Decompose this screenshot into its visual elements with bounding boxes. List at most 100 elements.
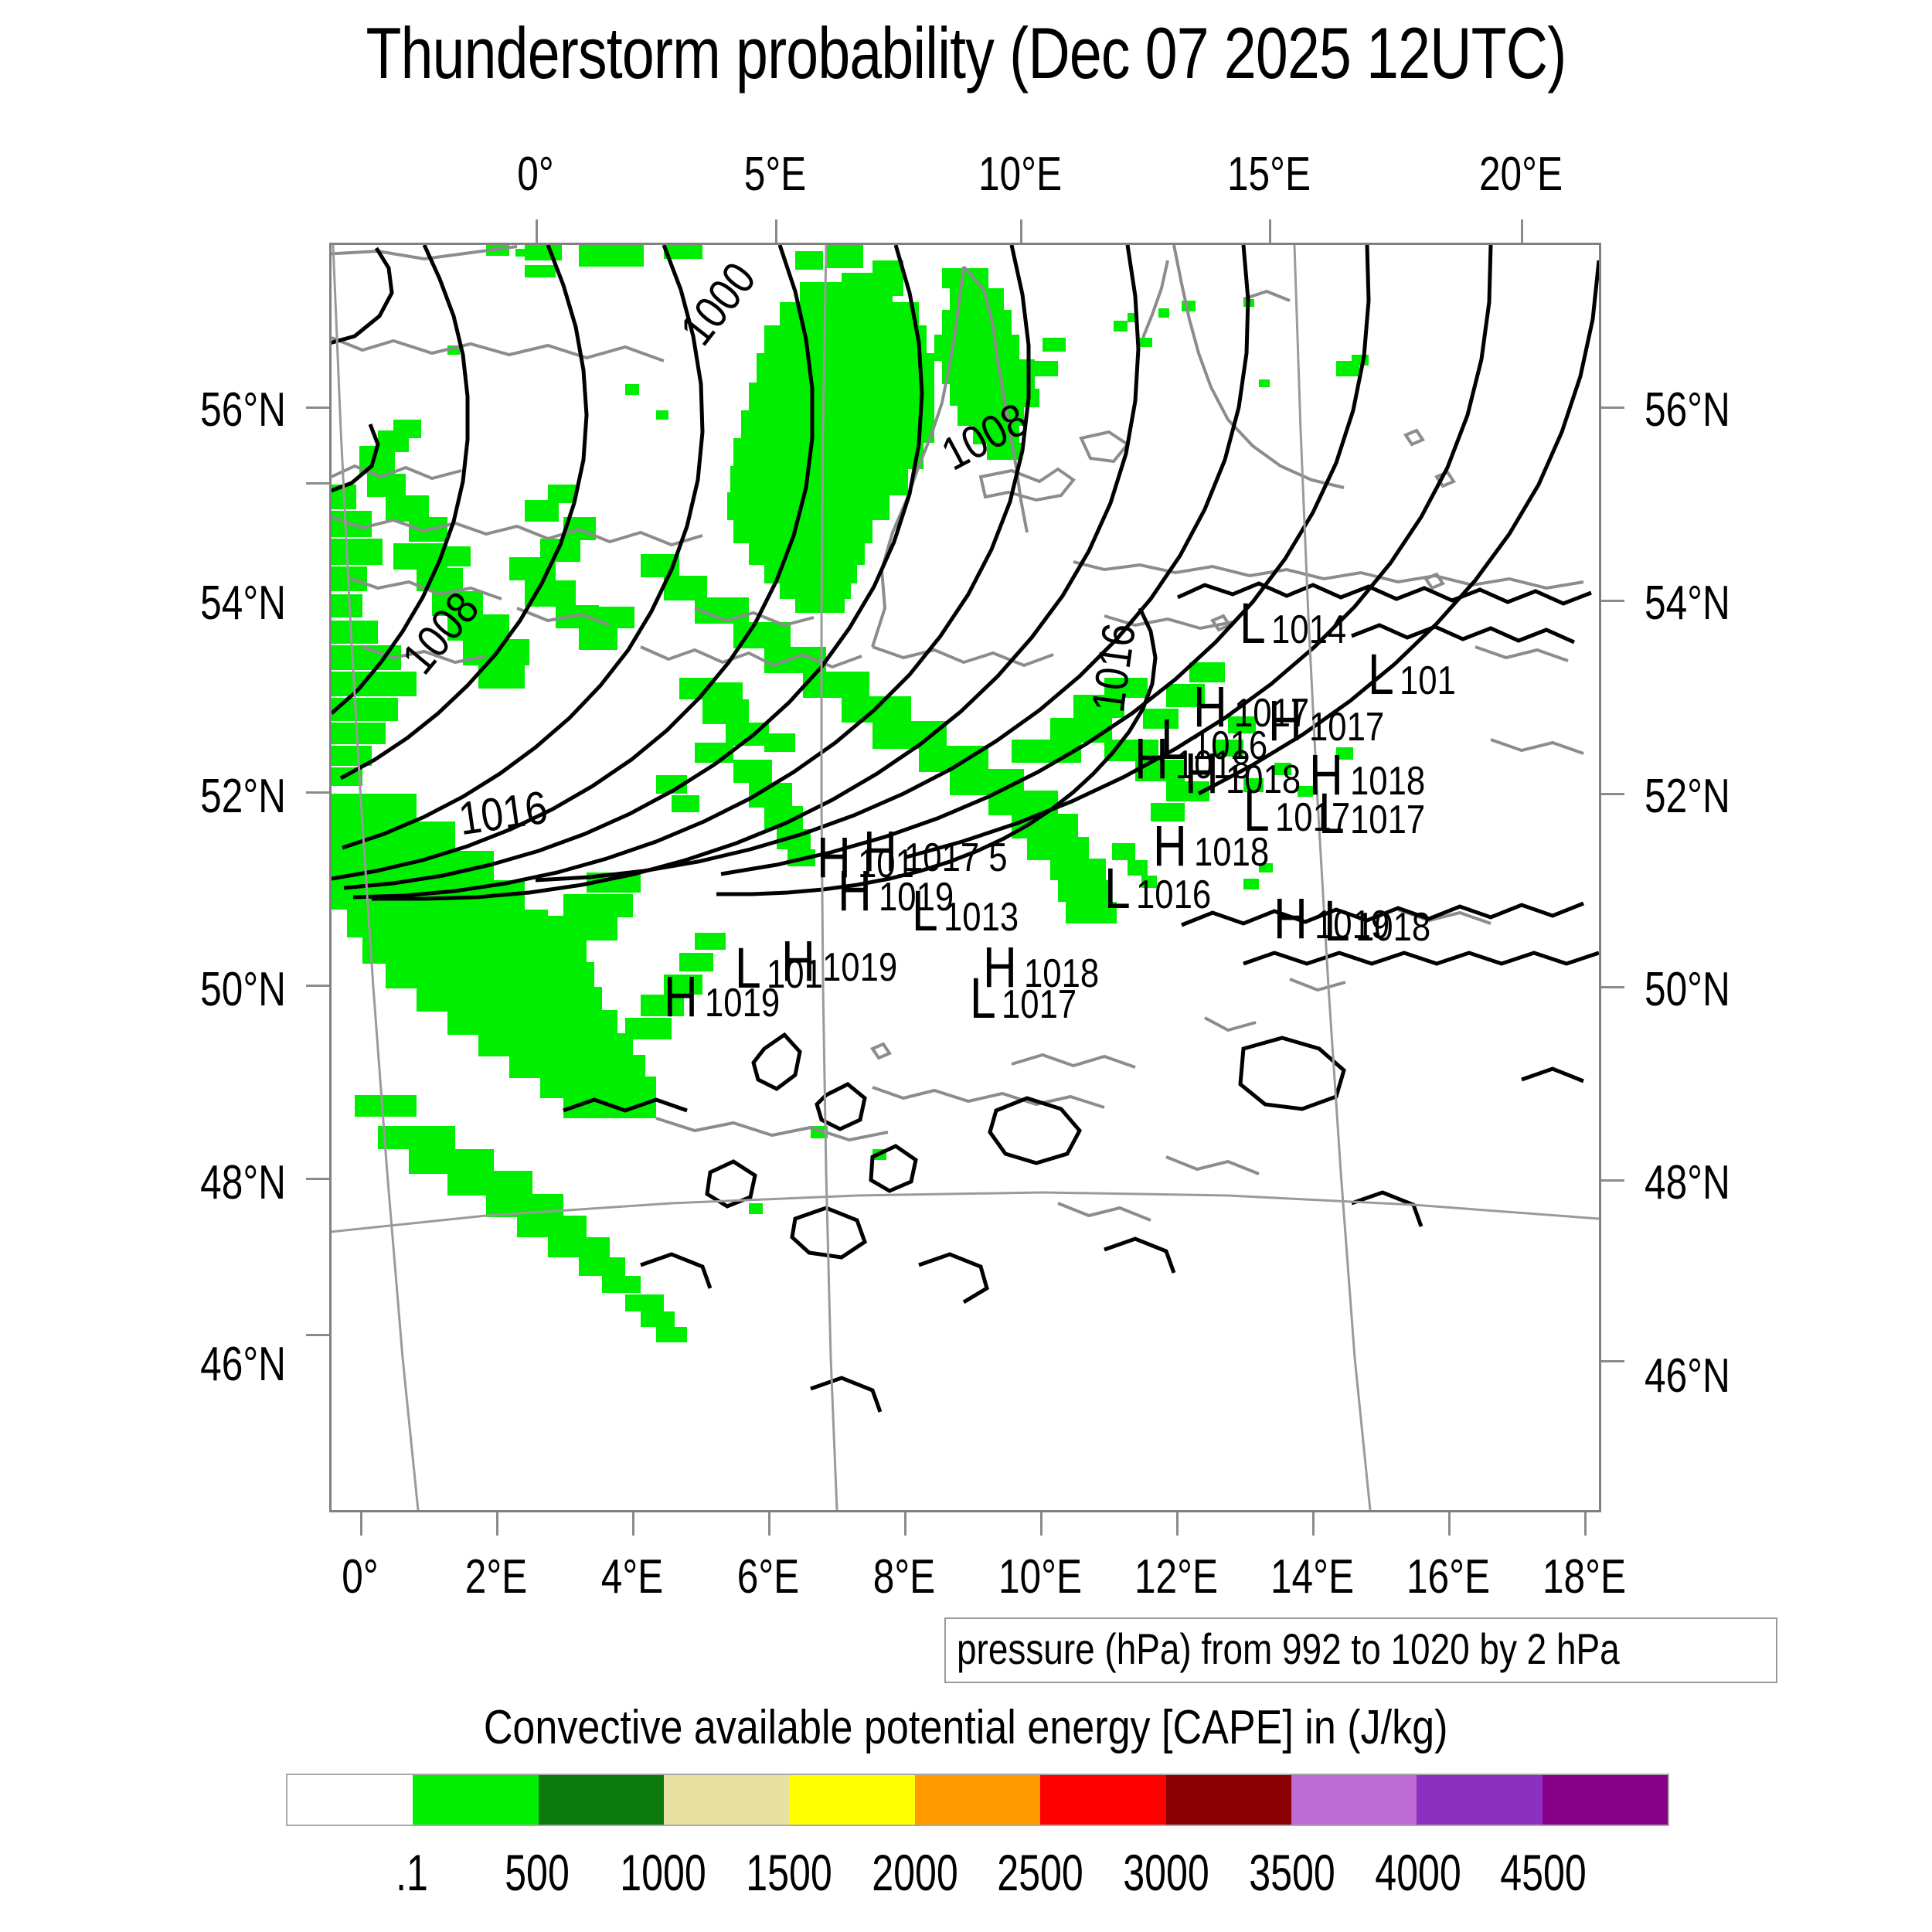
pressure-center-value: 1017 [1309, 705, 1385, 750]
pressure-center-marker: L 1017 [1318, 781, 1440, 846]
map-plot-area[interactable]: 1000 1008 1008 1016 1016 L 1014 L 101 H 101… [329, 243, 1601, 1512]
pressure-center-marker: H 1019 [664, 964, 794, 1029]
axis-label-top: 15°E [1226, 148, 1311, 201]
pressure-center-marker: H 1018 [1153, 813, 1284, 879]
axis-label-left: 48°N [200, 1156, 286, 1209]
pressure-center-type: H [1153, 814, 1187, 878]
pressure-center-type: H [1134, 726, 1168, 791]
pressure-center-type: H [863, 819, 897, 883]
axis-label-bottom: 12°E [1134, 1550, 1219, 1604]
colorbar-cell[interactable] [1040, 1775, 1166, 1825]
axis-label-bottom: 18°E [1542, 1550, 1627, 1604]
pressure-center-value: 1017 [1350, 798, 1426, 842]
isobar-layer [332, 245, 1599, 1413]
axis-label-top: 5°E [743, 148, 807, 201]
pressure-center-marker: L 1014 [1240, 590, 1361, 656]
colorbar-tick-label: 4500 [1500, 1844, 1587, 1901]
pressure-center-marker: L 1013 [912, 878, 1033, 944]
pressure-center-value: 1017 [1275, 795, 1351, 840]
pressure-center-value: 1017 5 [904, 835, 1009, 880]
axis-tick-top [1269, 219, 1271, 243]
pressure-center-type: L [970, 966, 996, 1030]
pressure-center-type: H [664, 964, 698, 1029]
axis-label-left: 54°N [200, 577, 286, 630]
graticule-layer [332, 245, 1599, 1510]
pressure-center-type: H [838, 859, 872, 923]
axis-label-left: 56°N [200, 383, 286, 437]
pressure-interval-note: pressure (hPa) from 992 to 1020 by 2 hPa [944, 1617, 1777, 1683]
axis-label-right: 50°N [1645, 963, 1730, 1016]
pressure-center-value: 1014 [1271, 607, 1347, 652]
pressure-center-marker: L 1016 [1104, 855, 1226, 921]
page-title: Thunderstorm probability (Dec 07 2025 12… [366, 12, 1566, 94]
pressure-center-marker: H 1019 [781, 928, 912, 994]
colorbar-cell[interactable] [538, 1775, 665, 1825]
axis-label-bottom: 10°E [998, 1550, 1083, 1604]
colorbar-cell[interactable] [413, 1775, 539, 1825]
axis-label-bottom: 2°E [464, 1550, 528, 1604]
pressure-center-marker: H 1018 [1309, 742, 1440, 808]
pressure-center-marker: H 1019 [1274, 886, 1404, 951]
axis-label-top: 10°E [978, 148, 1063, 201]
colorbar-tick-label: 3000 [1123, 1844, 1209, 1901]
axis-tick-bottom [1584, 1512, 1587, 1536]
colorbar-cell[interactable] [287, 1775, 413, 1825]
axis-tick-right [1601, 600, 1624, 602]
pressure-center-type: L [1368, 642, 1394, 706]
axis-tick-bottom [1448, 1512, 1451, 1536]
pressure-center-type: L [912, 879, 938, 943]
colorbar-cell[interactable] [1165, 1775, 1291, 1825]
axis-tick-left [306, 1178, 329, 1180]
axis-tick-right [1601, 1179, 1624, 1182]
pressure-center-value: 1019 [1315, 903, 1390, 947]
axis-tick-bottom [632, 1512, 634, 1536]
pressure-center-type: H [983, 935, 1017, 999]
pressure-center-type: H [1274, 886, 1308, 951]
pressure-center-value: 101 [1400, 658, 1457, 703]
pressure-center-value: 1019 [822, 945, 898, 990]
axis-tick-bottom [768, 1512, 770, 1536]
pressure-center-type: H [1193, 675, 1227, 739]
pressure-center-value: 1018 [1194, 830, 1270, 875]
colorbar-cell[interactable] [1291, 1775, 1417, 1825]
colorbar-cell[interactable] [1542, 1775, 1668, 1825]
pressure-center-value: 1019 [879, 875, 954, 920]
colorbar-cell[interactable] [1417, 1775, 1543, 1825]
pressure-center-type: H [1268, 689, 1302, 753]
axis-tick-right [1601, 1360, 1624, 1362]
pressure-center-value: 1018 [1355, 905, 1431, 950]
pressure-center-type: L [1161, 707, 1187, 771]
colorbar-tick-label: 500 [505, 1844, 570, 1901]
axis-tick-right [1601, 793, 1624, 795]
colorbar-labels: .1 500 1000 1500 2000 2500 3000 3500 400… [286, 1843, 1669, 1913]
pressure-center-value: 101 [858, 842, 915, 886]
pressure-center-marker: L 101 [735, 935, 834, 1001]
pressure-center-value: 1018 [1175, 743, 1251, 787]
pressure-center-type: L [1243, 779, 1270, 843]
pressure-center-marker: H 1018 [983, 934, 1114, 1000]
colorbar-cell[interactable] [914, 1775, 1041, 1825]
colorbar-cell[interactable] [789, 1775, 915, 1825]
axis-tick-bottom [496, 1512, 498, 1536]
pressure-center-type: H [781, 929, 815, 993]
axis-label-right: 52°N [1645, 770, 1730, 823]
axis-label-bottom: 16°E [1406, 1550, 1491, 1604]
colorbar-tick-label: 2500 [997, 1844, 1084, 1901]
cape-shading-layer [332, 245, 1369, 1342]
colorbar[interactable] [286, 1774, 1669, 1826]
axis-label-bottom: 0° [342, 1550, 379, 1604]
axis-tick-left [306, 1334, 329, 1336]
pressure-center-marker: H 1017 [1268, 688, 1399, 753]
colorbar-cell[interactable] [664, 1775, 790, 1825]
pressure-center-marker: H 1017 5 [863, 818, 1028, 884]
colorbar-title: Convective available potential energy [C… [0, 1700, 1932, 1755]
axis-tick-top [1020, 219, 1022, 243]
axis-label-left: 46°N [200, 1338, 286, 1391]
pressure-center-value: 1018 [1350, 759, 1426, 804]
axis-label-top: 20°E [1478, 148, 1563, 201]
pressure-center-marker: L 1016 [1161, 706, 1282, 772]
pressure-center-marker: H 1019 [838, 858, 968, 923]
pressure-center-type: L [1104, 856, 1131, 920]
colorbar-tick-label: 1500 [746, 1844, 832, 1901]
pressure-center-value: 1016 [1136, 872, 1212, 917]
